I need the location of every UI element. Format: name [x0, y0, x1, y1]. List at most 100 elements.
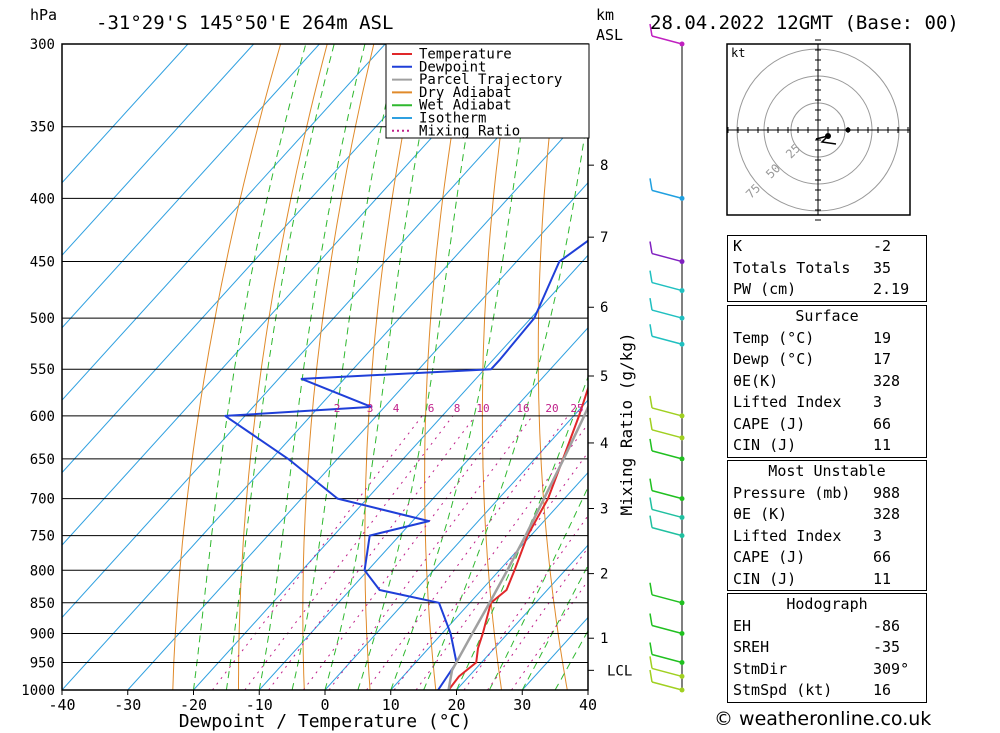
table-key: Dewp (°C) — [733, 350, 815, 368]
table-value: 66 — [873, 414, 892, 433]
wind-barb — [651, 624, 683, 635]
wind-barb-flag — [649, 478, 653, 491]
wind-barb-dot — [679, 315, 685, 321]
mixing-ratio-label: 10 — [476, 402, 489, 415]
wind-barb — [651, 594, 683, 604]
wind-barb — [651, 281, 683, 292]
km-tick-label: 5 — [600, 369, 608, 385]
table-row: Totals Totals 35 — [728, 258, 926, 280]
table-row: CAPE (J) 66 — [728, 547, 926, 569]
wind-barb-flag — [649, 270, 653, 283]
temp-tick-label: 0 — [320, 696, 329, 714]
x-axis-title: Dewpoint / Temperature (°C) — [179, 711, 472, 732]
table-section-title: Surface — [795, 307, 859, 325]
temp-tick-label: -40 — [48, 696, 75, 714]
km-unit-label: km — [596, 6, 614, 24]
wind-barb-flag — [649, 178, 653, 191]
table-value: 309° — [873, 659, 910, 678]
wind-barb-dot — [679, 533, 685, 539]
wind-barb — [651, 35, 683, 45]
km-tick-label: 2 — [600, 567, 608, 583]
legend-label: Temperature — [419, 47, 512, 63]
table-value: 3 — [873, 393, 883, 411]
mixing-ratio-label: 2 — [334, 402, 341, 415]
wind-barb-dot — [679, 195, 685, 201]
mixing-ratio-label: 8 — [454, 402, 461, 415]
table-value: 66 — [873, 548, 892, 566]
pressure-tick-label: 500 — [30, 311, 55, 327]
table-key: StmDir — [733, 659, 788, 678]
table-row: CIN (J) 11 — [728, 569, 926, 591]
wind-barb — [651, 429, 683, 439]
legend-label: Dry Adiabat — [419, 85, 512, 101]
location-title: -31°29'S 145°50'E 264m ASL — [96, 12, 393, 34]
credit-text: © weatheronline.co.uk — [714, 708, 932, 730]
table-key: K — [733, 237, 743, 255]
mixing-ratio-label: 6 — [428, 402, 435, 415]
wet-adiabat-line — [488, 486, 588, 690]
isotherm-line — [62, 44, 189, 184]
temp-tick-label: 10 — [382, 696, 400, 714]
table-value: 11 — [873, 436, 892, 454]
wind-barb — [651, 252, 683, 263]
table-row: CAPE (J) 66 — [728, 414, 926, 436]
datetime-label: 28.04.2022 12GMT (Base: 00) — [650, 12, 959, 34]
table-value: 2.19 — [873, 280, 910, 298]
table-key: Lifted Index — [733, 393, 842, 411]
isotherm-line — [62, 44, 518, 546]
wind-barb-flag — [649, 324, 653, 337]
wind-barb-flag — [649, 642, 653, 655]
isotherm-line — [62, 44, 320, 329]
temp-tick-label: 20 — [447, 696, 465, 714]
wind-barb-dot — [679, 514, 685, 520]
dewpoint-line — [224, 239, 588, 690]
table-key: θE(K) — [733, 371, 779, 390]
wind-barb — [651, 309, 683, 319]
hodograph-trace — [815, 134, 837, 145]
table-value: 3 — [873, 526, 883, 545]
km-tick-label: 3 — [600, 501, 608, 517]
wind-barb-flag — [649, 613, 653, 626]
pressure-tick-label: 900 — [30, 626, 55, 642]
table-key: CIN (J) — [733, 569, 797, 588]
table-row: Lifted Index 3 — [728, 392, 926, 414]
table-key: Pressure (mb) — [733, 483, 851, 502]
hodograph-point — [825, 133, 831, 139]
isotherm-line — [258, 326, 588, 690]
wind-barb — [651, 189, 683, 200]
pressure-tick-label: 550 — [30, 362, 55, 378]
most-unstable-table: Most Unstable Pressure (mb) 988 θE (K) 328 Li… — [727, 460, 927, 591]
mixing-ratio-axis-title: Mixing Ratio (g/kg) — [617, 332, 636, 515]
table-value: 19 — [873, 328, 892, 347]
table-value: 17 — [873, 350, 892, 368]
wind-barb-dot — [679, 673, 685, 679]
wet-adiabat-line — [521, 564, 588, 690]
wet-adiabat-line — [357, 44, 483, 690]
temp-tick-label: 40 — [579, 696, 597, 714]
wind-barb — [651, 653, 683, 664]
wind-barb-dot — [679, 659, 685, 665]
table-row: StmSpd (kt) 16 — [728, 680, 926, 702]
isotherm-line — [62, 109, 588, 690]
table-key: CAPE (J) — [733, 414, 806, 433]
legend-label: Mixing Ratio — [419, 123, 520, 139]
hpa-unit-label: hPa — [30, 6, 57, 24]
legend-label: Parcel Trajectory — [419, 72, 562, 88]
km-tick-label: 1 — [600, 631, 608, 647]
isotherm-line — [456, 544, 588, 690]
wind-barb — [651, 508, 683, 519]
wind-barb-dot — [679, 413, 685, 419]
mixing-ratio-label: 25 — [570, 402, 583, 415]
wind-barb-flag — [649, 417, 653, 430]
isotherm-line — [193, 254, 588, 690]
wind-barb-dot — [679, 435, 685, 441]
table-row: StmDir 309° — [728, 659, 926, 681]
table-key: Temp (°C) — [733, 328, 815, 347]
wind-profile — [649, 23, 685, 693]
wind-barb-dot — [679, 341, 685, 347]
legend-label: Dewpoint — [419, 59, 486, 75]
table-row: CIN (J) 11 — [728, 435, 926, 457]
wind-barb — [651, 450, 683, 460]
surface-table: Surface Temp (°C) 19 Dewp (°C) 17 θE(K) 328 Lif… — [727, 305, 927, 458]
pressure-tick-label: 600 — [30, 409, 55, 425]
